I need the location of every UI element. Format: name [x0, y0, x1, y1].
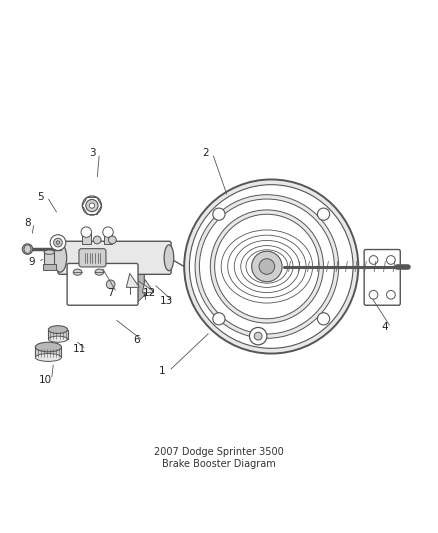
Text: 5: 5 — [37, 192, 44, 202]
Circle shape — [184, 180, 358, 353]
Ellipse shape — [48, 326, 67, 334]
Bar — [48, 329, 67, 339]
Ellipse shape — [48, 336, 67, 342]
Circle shape — [369, 290, 378, 299]
Circle shape — [210, 210, 323, 323]
Ellipse shape — [24, 245, 31, 254]
Circle shape — [250, 327, 267, 345]
Circle shape — [259, 259, 275, 274]
Ellipse shape — [53, 244, 67, 272]
Circle shape — [195, 195, 339, 338]
Circle shape — [215, 214, 319, 319]
Ellipse shape — [73, 269, 82, 275]
Text: 1: 1 — [159, 366, 166, 376]
Polygon shape — [142, 279, 154, 293]
Polygon shape — [69, 257, 144, 265]
Bar — [43, 264, 56, 270]
Polygon shape — [126, 273, 139, 287]
FancyBboxPatch shape — [58, 241, 171, 274]
Ellipse shape — [35, 353, 61, 361]
Circle shape — [53, 238, 62, 247]
FancyBboxPatch shape — [67, 263, 138, 305]
Text: 6: 6 — [133, 335, 140, 345]
Bar — [82, 232, 91, 244]
FancyBboxPatch shape — [79, 249, 106, 267]
Circle shape — [254, 332, 262, 340]
Circle shape — [82, 196, 102, 215]
Circle shape — [86, 199, 98, 212]
Polygon shape — [77, 257, 144, 296]
Circle shape — [56, 241, 60, 244]
Ellipse shape — [95, 269, 104, 275]
Text: 7: 7 — [107, 288, 113, 297]
Circle shape — [369, 256, 378, 264]
Circle shape — [318, 208, 330, 220]
Circle shape — [81, 227, 92, 237]
Circle shape — [199, 199, 334, 334]
Text: 8: 8 — [24, 218, 31, 228]
Bar — [44, 252, 54, 268]
Text: 2007 Dodge Sprinter 3500
Brake Booster Diagram: 2007 Dodge Sprinter 3500 Brake Booster D… — [154, 447, 284, 469]
Circle shape — [89, 203, 95, 208]
Text: 2: 2 — [203, 148, 209, 158]
Circle shape — [213, 313, 225, 325]
Text: 11: 11 — [73, 344, 86, 354]
Ellipse shape — [164, 245, 174, 271]
Text: 12: 12 — [143, 288, 156, 297]
Text: 13: 13 — [160, 296, 173, 306]
Text: 9: 9 — [28, 257, 35, 267]
Circle shape — [252, 251, 282, 282]
Circle shape — [50, 235, 66, 251]
Circle shape — [189, 184, 353, 349]
Circle shape — [93, 236, 101, 244]
Bar — [104, 232, 113, 244]
Text: 10: 10 — [39, 375, 52, 385]
Circle shape — [387, 256, 395, 264]
Bar — [35, 347, 61, 358]
Polygon shape — [136, 257, 144, 303]
Circle shape — [103, 227, 113, 237]
Ellipse shape — [35, 342, 61, 352]
Circle shape — [213, 208, 225, 220]
Text: 3: 3 — [89, 148, 96, 158]
FancyBboxPatch shape — [364, 249, 400, 305]
Text: 4: 4 — [381, 322, 388, 333]
Circle shape — [387, 290, 395, 299]
Ellipse shape — [44, 250, 54, 254]
Circle shape — [22, 244, 33, 254]
Circle shape — [106, 280, 115, 289]
Circle shape — [109, 236, 116, 244]
Circle shape — [318, 313, 330, 325]
